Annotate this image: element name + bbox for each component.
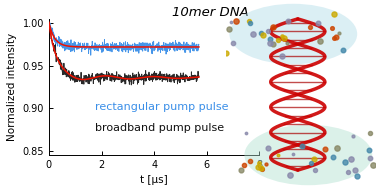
Point bbox=[265, 29, 271, 32]
Point bbox=[344, 170, 350, 173]
Point bbox=[264, 147, 270, 150]
Point bbox=[263, 162, 269, 165]
Point bbox=[354, 175, 360, 178]
Point bbox=[290, 152, 296, 155]
Point bbox=[284, 41, 290, 44]
Point bbox=[275, 153, 281, 156]
Point bbox=[260, 34, 266, 37]
Point bbox=[340, 49, 346, 52]
Point bbox=[243, 132, 249, 135]
Point bbox=[230, 41, 236, 44]
Point bbox=[342, 160, 348, 163]
Point bbox=[322, 148, 328, 151]
Point bbox=[317, 40, 323, 43]
Point bbox=[281, 36, 287, 39]
Point bbox=[315, 22, 321, 25]
Point bbox=[258, 32, 264, 35]
Point bbox=[270, 25, 276, 28]
Point bbox=[255, 166, 261, 169]
Point bbox=[366, 149, 372, 152]
X-axis label: t [μs]: t [μs] bbox=[140, 175, 168, 185]
Point bbox=[311, 157, 317, 160]
Point bbox=[267, 37, 273, 40]
Point bbox=[285, 20, 291, 23]
Point bbox=[241, 164, 247, 167]
Point bbox=[331, 13, 337, 16]
Point bbox=[336, 31, 342, 34]
Point bbox=[312, 169, 318, 172]
Point bbox=[367, 132, 373, 135]
Point bbox=[307, 25, 313, 28]
Point bbox=[348, 158, 354, 161]
Point bbox=[223, 51, 229, 54]
Point bbox=[258, 167, 264, 170]
Point bbox=[270, 43, 276, 46]
Point bbox=[331, 37, 337, 40]
Point bbox=[370, 164, 376, 167]
Text: broadband pump pulse: broadband pump pulse bbox=[95, 123, 224, 133]
Point bbox=[308, 161, 314, 164]
Point bbox=[334, 146, 340, 149]
Point bbox=[246, 19, 252, 22]
Point bbox=[259, 167, 265, 170]
Point bbox=[279, 34, 285, 37]
Point bbox=[352, 169, 358, 172]
Text: rectangular pump pulse: rectangular pump pulse bbox=[95, 102, 229, 112]
Point bbox=[287, 173, 293, 176]
Y-axis label: Normalized intensity: Normalized intensity bbox=[7, 33, 17, 141]
Point bbox=[329, 26, 335, 29]
Point bbox=[226, 28, 232, 31]
Point bbox=[267, 42, 273, 45]
Text: 10mer DNA: 10mer DNA bbox=[172, 6, 249, 19]
Point bbox=[299, 145, 305, 148]
Point bbox=[330, 156, 336, 159]
Point bbox=[274, 39, 280, 42]
Point bbox=[233, 20, 239, 23]
Point bbox=[367, 157, 373, 160]
Point bbox=[279, 54, 285, 57]
Point bbox=[228, 21, 234, 24]
Ellipse shape bbox=[229, 4, 357, 64]
Point bbox=[247, 22, 253, 25]
Point bbox=[250, 33, 256, 36]
Point bbox=[247, 160, 253, 163]
Point bbox=[256, 161, 262, 164]
Ellipse shape bbox=[244, 125, 372, 185]
Point bbox=[238, 168, 244, 171]
Point bbox=[350, 134, 356, 137]
Point bbox=[333, 36, 339, 39]
